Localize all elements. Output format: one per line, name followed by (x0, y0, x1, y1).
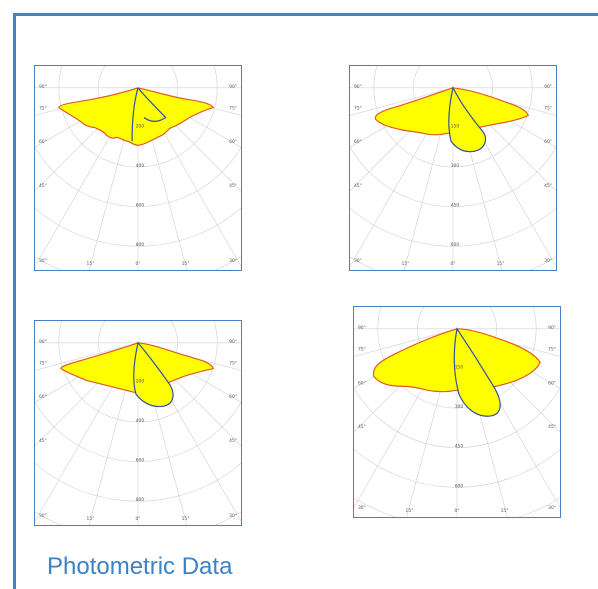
angle-label-right: 30° (544, 258, 552, 264)
intensity-value-label: 200 (136, 378, 145, 384)
angle-label-right: 45° (548, 424, 556, 430)
angle-label-left: 90° (358, 325, 366, 331)
bottom-angle-label: 15° (501, 508, 509, 514)
angle-label-right: 60° (229, 139, 237, 145)
angle-label-right: 30° (548, 505, 556, 511)
light-distribution-lobe (133, 341, 174, 408)
light-distribution-fill (58, 87, 215, 146)
section-title: Photometric Data (47, 553, 233, 580)
bottom-angle-label: 15° (406, 508, 414, 514)
angle-label-right: 60° (548, 380, 556, 386)
intensity-value-label: 150 (455, 364, 464, 370)
angle-label-left: 60° (39, 139, 47, 145)
bottom-angle-label: 15° (87, 261, 95, 267)
angle-label-right: 60° (544, 139, 552, 145)
bottom-angle-label: 0° (454, 508, 459, 514)
intensity-value-label: 400 (136, 418, 145, 424)
angle-label-left: 45° (354, 183, 362, 189)
angle-label-left: 45° (39, 438, 47, 444)
light-distribution-curve (131, 87, 167, 142)
bottom-angle-label: 15° (402, 261, 410, 267)
angle-label-right: 75° (229, 106, 237, 112)
angle-label-left: 60° (39, 394, 47, 400)
angle-label-left: 75° (354, 106, 362, 112)
angle-label-left: 45° (358, 424, 366, 430)
angle-label-right: 90° (548, 325, 556, 331)
bottom-angle-label: 0° (135, 261, 140, 267)
angle-label-right: 75° (548, 347, 556, 353)
angle-label-right: 45° (544, 183, 552, 189)
angle-label-left: 90° (39, 84, 47, 90)
photometric-diagram-4: 90° 75° 60° 45° 30° 90° 75° 60° 45° 30° 15° 0° 15° 15… (353, 306, 561, 518)
light-distribution-lobe (453, 327, 501, 417)
angle-label-left: 30° (358, 505, 366, 511)
intensity-value-label: 450 (451, 203, 460, 209)
angle-label-right: 90° (544, 84, 552, 90)
intensity-value-label: 150 (451, 123, 460, 129)
angle-label-right: 30° (229, 513, 237, 519)
frame-left-border (13, 13, 16, 589)
angle-label-right: 45° (229, 438, 237, 444)
angle-labels: 90° 75° 60° 45° 30° 90° 75° 60° 45° 30° 15° 0° 15° 20… (39, 339, 237, 522)
photometric-diagram-1: 90° 75° 60° 45° 30° 90° 75° 60° 45° 30° 15° 0° 15° 20… (34, 65, 242, 271)
angle-labels: 90° 75° 60° 45° 30° 90° 75° 60° 45° 30° 15° 0° 15° 20… (39, 84, 237, 267)
frame-top-border (13, 13, 598, 16)
angle-label-left: 75° (39, 106, 47, 112)
angle-label-left: 90° (354, 84, 362, 90)
angle-label-left: 75° (358, 347, 366, 353)
intensity-value-label: 800 (136, 497, 145, 503)
bottom-angle-label: 15° (182, 516, 190, 522)
angle-label-right: 45° (229, 183, 237, 189)
angle-label-left: 30° (354, 258, 362, 264)
bottom-angle-label: 15° (497, 261, 505, 267)
angle-label-right: 60° (229, 394, 237, 400)
intensity-value-label: 800 (136, 242, 145, 248)
intensity-value-label: 300 (455, 404, 464, 410)
bottom-angle-label: 0° (450, 261, 455, 267)
photometric-diagram-2: 90° 75° 60° 45° 30° 90° 75° 60° 45° 30° 15° 0° 15° 15… (349, 65, 557, 271)
angle-label-left: 30° (39, 513, 47, 519)
bottom-angle-label: 15° (182, 261, 190, 267)
bottom-angle-label: 0° (135, 516, 140, 522)
intensity-value-label: 200 (136, 123, 145, 129)
angle-label-right: 75° (229, 361, 237, 367)
angle-label-left: 90° (39, 339, 47, 345)
angle-label-left: 75° (39, 361, 47, 367)
angle-label-left: 45° (39, 183, 47, 189)
angle-label-left: 60° (354, 139, 362, 145)
bottom-angle-label: 15° (87, 516, 95, 522)
angle-labels: 90° 75° 60° 45° 30° 90° 75° 60° 45° 30° 15° 0° 15° 15… (358, 325, 556, 514)
angle-labels: 90° 75° 60° 45° 30° 90° 75° 60° 45° 30° 15° 0° 15° 15… (354, 84, 552, 267)
intensity-value-label: 600 (455, 483, 464, 489)
intensity-value-label: 400 (136, 163, 145, 169)
intensity-value-label: 450 (455, 444, 464, 450)
intensity-value-label: 300 (451, 163, 460, 169)
intensity-value-label: 600 (451, 242, 460, 248)
angle-label-right: 90° (229, 339, 237, 345)
angle-label-left: 30° (39, 258, 47, 264)
light-distribution-lobe (448, 86, 487, 153)
angle-label-right: 90° (229, 84, 237, 90)
angle-label-right: 30° (229, 258, 237, 264)
angle-label-left: 60° (358, 380, 366, 386)
photometric-diagram-3: 90° 75° 60° 45° 30° 90° 75° 60° 45° 30° 15° 0° 15° 20… (34, 320, 242, 526)
intensity-value-label: 600 (136, 458, 145, 464)
angle-label-right: 75° (544, 106, 552, 112)
intensity-value-label: 600 (136, 203, 145, 209)
